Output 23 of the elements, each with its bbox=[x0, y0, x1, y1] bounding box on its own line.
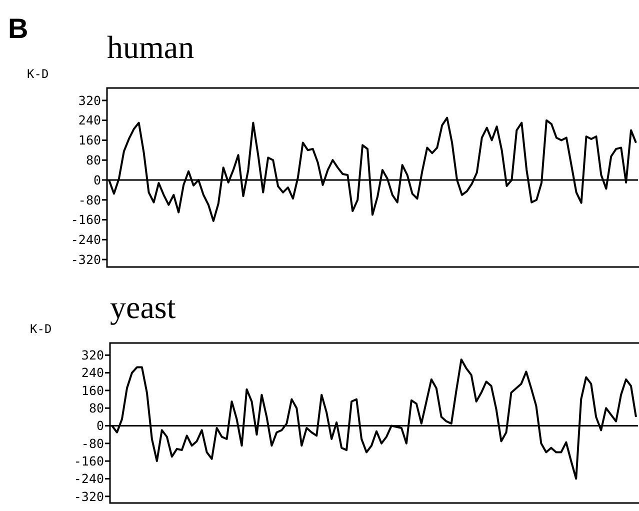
text: B bbox=[8, 13, 28, 44]
y-tick-label: -320 bbox=[74, 488, 104, 504]
y-tick-label: -240 bbox=[74, 471, 104, 486]
y-axis-title: K-D bbox=[27, 67, 49, 81]
y-tick-label: -160 bbox=[74, 453, 104, 468]
y-tick-label: 160 bbox=[81, 382, 104, 398]
y-tick-label: 320 bbox=[78, 92, 101, 108]
y-tick-label: 240 bbox=[81, 365, 104, 380]
y-tick-label: 0 bbox=[93, 172, 101, 188]
y-tick-label: 0 bbox=[96, 418, 104, 434]
y-axis-title: K-D bbox=[30, 322, 52, 336]
y-tick-label: 240 bbox=[78, 112, 101, 128]
y-tick-label: 160 bbox=[78, 132, 101, 148]
y-tick-label: -160 bbox=[70, 212, 101, 228]
y-tick-label: -80 bbox=[81, 436, 104, 451]
y-tick-label: 320 bbox=[81, 348, 104, 363]
chart-title: yeast bbox=[110, 289, 176, 325]
y-tick-label: -320 bbox=[70, 252, 101, 267]
y-tick-label: 80 bbox=[86, 152, 101, 168]
chart-title: human bbox=[107, 29, 194, 65]
y-tick-label: 80 bbox=[88, 400, 104, 416]
y-tick-label: -80 bbox=[78, 192, 101, 208]
y-tick-label: -240 bbox=[70, 232, 101, 248]
